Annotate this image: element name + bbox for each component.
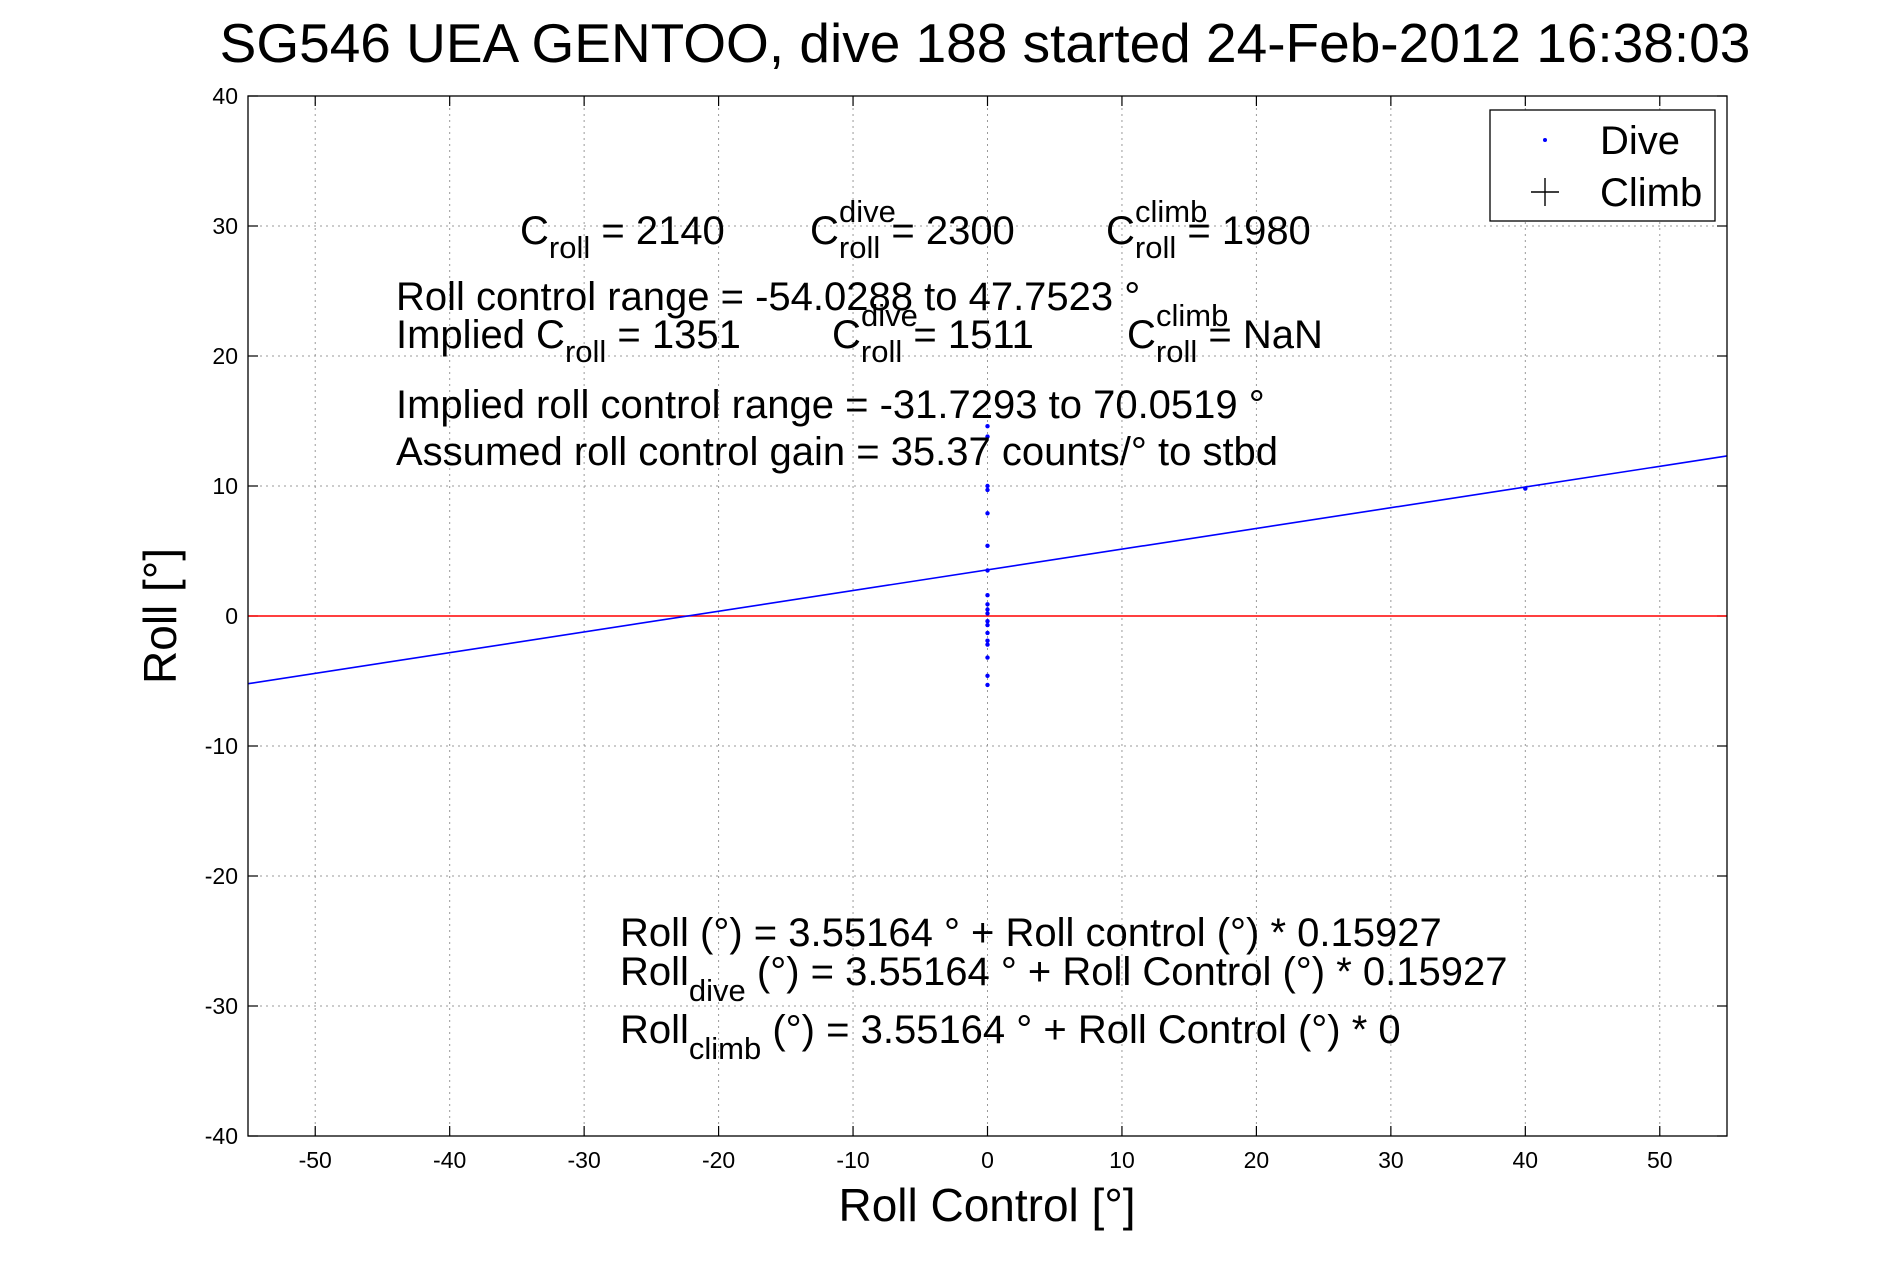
dive-point bbox=[985, 619, 990, 624]
annotation-gain: Assumed roll control gain = 35.37 counts… bbox=[396, 430, 1278, 474]
dive-point bbox=[985, 511, 990, 516]
dive-point bbox=[1523, 486, 1528, 491]
x-tick-label: -40 bbox=[433, 1147, 466, 1173]
x-tick-labels: -50 -40 -30 -20 -10 0 10 20 30 40 50 bbox=[299, 1147, 1673, 1173]
dive-point bbox=[985, 638, 990, 643]
dive-points bbox=[985, 424, 1528, 688]
y-tick-label: 10 bbox=[212, 473, 238, 499]
dive-point bbox=[985, 607, 990, 612]
x-tick-label: 0 bbox=[981, 1147, 994, 1173]
x-tick-label: 50 bbox=[1647, 1147, 1673, 1173]
y-tick-label: 30 bbox=[212, 213, 238, 239]
legend-box bbox=[1489, 109, 1716, 222]
y-tick-label: 40 bbox=[212, 83, 238, 109]
annotation-roll-control-range: Roll control range = -54.0288 to 47.7523… bbox=[396, 275, 1140, 319]
y-tick-labels: -40 -30 -20 -10 0 10 20 30 40 bbox=[205, 83, 238, 1149]
annotation-c-roll-climb: Croll = 1980 bbox=[1106, 209, 1311, 265]
x-tick-label: -50 bbox=[299, 1147, 332, 1173]
x-tick-label: 20 bbox=[1244, 1147, 1270, 1173]
legend-dive-marker bbox=[1543, 138, 1547, 142]
dive-point bbox=[985, 593, 990, 598]
plot-border bbox=[247, 95, 1728, 1137]
annotation-implied-c-roll-climb-sup: climb bbox=[1156, 298, 1228, 333]
dive-point bbox=[985, 568, 990, 573]
annotation-equation-roll: Roll (°) = 3.55164 ° + Roll control (°) … bbox=[620, 911, 1442, 955]
annotation-implied-c-roll: Implied Croll = 1351 bbox=[396, 313, 741, 369]
annotation-c-roll-dive: Croll = 2300 bbox=[810, 209, 1015, 265]
dive-point bbox=[985, 611, 990, 616]
axis-ticks bbox=[248, 95, 1727, 1137]
legend-climb-marker bbox=[1531, 178, 1559, 206]
y-tick-label: -20 bbox=[205, 863, 238, 889]
annotation-c-roll-dive-sup: dive bbox=[839, 194, 896, 229]
annotation-implied-c-roll-climb: Croll = NaN bbox=[1127, 313, 1323, 369]
dive-point bbox=[985, 543, 990, 548]
annotation-implied-c-roll-dive: Croll = 1511 bbox=[832, 313, 1034, 369]
annotation-equation-roll-climb: Rollclimb (°) = 3.55164 ° + Roll Control… bbox=[620, 1008, 1401, 1066]
x-axis-label: Roll Control [°] bbox=[838, 1179, 1135, 1231]
annotation-c-roll: Croll = 2140 bbox=[520, 209, 725, 265]
x-tick-label: 40 bbox=[1513, 1147, 1539, 1173]
x-tick-label: 30 bbox=[1378, 1147, 1404, 1173]
dive-point bbox=[985, 483, 990, 489]
annotation-implied-c-roll-dive-sup: dive bbox=[861, 298, 918, 333]
x-tick-label: -20 bbox=[702, 1147, 735, 1173]
dive-point bbox=[985, 434, 990, 439]
legend-dive-label: Dive bbox=[1600, 119, 1680, 163]
y-tick-label: 0 bbox=[225, 603, 238, 629]
dive-point bbox=[985, 630, 990, 636]
y-axis-label: Roll [°] bbox=[134, 548, 186, 684]
y-tick-label: -10 bbox=[205, 733, 238, 759]
dive-point bbox=[985, 602, 990, 607]
dive-point bbox=[985, 487, 990, 493]
y-tick-label: -40 bbox=[205, 1123, 238, 1149]
dive-point bbox=[985, 424, 990, 429]
y-tick-label: -30 bbox=[205, 993, 238, 1019]
dive-point bbox=[985, 673, 990, 678]
x-tick-label: -30 bbox=[568, 1147, 601, 1173]
chart-title: SG546 UEA GENTOO, dive 188 started 24-Fe… bbox=[220, 12, 1751, 74]
legend: Dive Climb bbox=[1489, 109, 1716, 222]
dive-point bbox=[985, 682, 990, 688]
annotation-equation-roll-dive: Rolldive (°) = 3.55164 ° + Roll Control … bbox=[620, 950, 1508, 1008]
x-tick-label: 10 bbox=[1109, 1147, 1135, 1173]
annotations: Croll = 2140 Croll = 2300 dive Croll = 1… bbox=[396, 194, 1508, 1066]
y-tick-label: 20 bbox=[212, 343, 238, 369]
dive-point bbox=[985, 642, 990, 647]
dive-point bbox=[985, 655, 990, 660]
plot-area bbox=[247, 95, 1728, 1137]
dive-point bbox=[985, 622, 990, 628]
annotation-c-roll-climb-sup: climb bbox=[1135, 194, 1207, 229]
x-tick-label: -10 bbox=[836, 1147, 869, 1173]
legend-climb-label: Climb bbox=[1600, 171, 1702, 215]
annotation-implied-range: Implied roll control range = -31.7293 to… bbox=[396, 383, 1265, 427]
